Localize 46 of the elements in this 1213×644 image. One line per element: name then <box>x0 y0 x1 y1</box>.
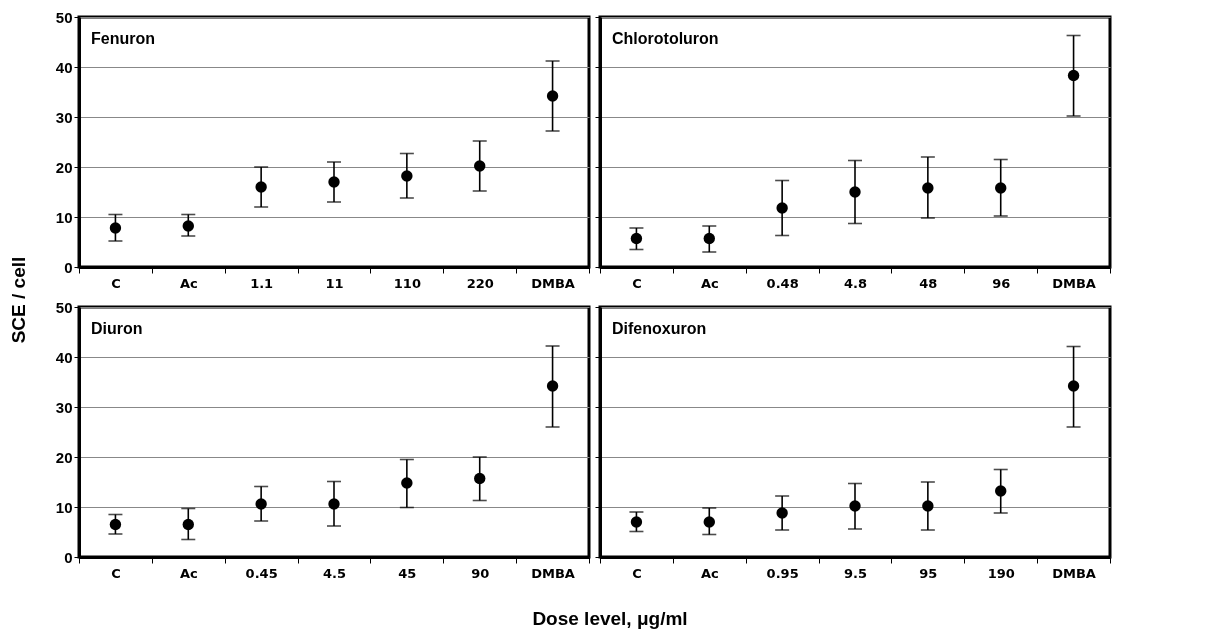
x-tick-label: 9.5 <box>843 565 868 581</box>
y-axis-title: SCE / cell <box>8 256 30 344</box>
y-tick-label: 40 <box>55 348 73 366</box>
x-tick-label: 0.45 <box>245 565 278 581</box>
x-tick-label: DMBA <box>1052 275 1096 291</box>
y-tick-label: 10 <box>55 208 73 226</box>
text: Diuron <box>91 320 143 337</box>
x-tick-label: 90 <box>471 565 490 581</box>
y-tick-label: 40 <box>55 58 73 76</box>
text: Difenoxuron <box>612 320 707 337</box>
y-tick-label: 50 <box>55 8 73 26</box>
x-tick-label: Ac <box>700 275 719 291</box>
x-tick-label: 96 <box>992 275 1011 291</box>
x-tick-label: 48 <box>919 275 938 291</box>
y-tick-label: 20 <box>55 158 73 176</box>
x-tick-label: 4.5 <box>322 565 347 581</box>
x-tick-label: DMBA <box>531 275 575 291</box>
text: Chlorotoluron <box>612 30 719 47</box>
y-tick-label: 0 <box>64 548 73 566</box>
x-tick-label: Ac <box>700 565 719 581</box>
x-tick-label: Ac <box>179 275 198 291</box>
y-tick-label: 20 <box>55 448 73 466</box>
x-tick-label: 95 <box>919 565 938 581</box>
x-tick-label: 220 <box>466 275 494 291</box>
x-tick-label: C <box>111 275 121 291</box>
x-tick-label: C <box>632 275 642 291</box>
x-tick-label: DMBA <box>1052 565 1096 581</box>
x-tick-label: DMBA <box>531 565 575 581</box>
x-tick-label: 1.1 <box>250 275 274 291</box>
y-tick-label: 30 <box>55 398 73 416</box>
text: Fenuron <box>91 30 155 47</box>
x-tick-label: 45 <box>398 565 417 581</box>
x-tick-label: 110 <box>393 275 421 291</box>
x-tick-label: 4.8 <box>843 275 868 291</box>
x-tick-label: C <box>632 565 642 581</box>
x-tick-label: Ac <box>179 565 198 581</box>
x-tick-label: 190 <box>987 565 1015 581</box>
y-tick-label: 0 <box>64 258 73 276</box>
x-tick-label: C <box>111 565 121 581</box>
y-tick-label: 10 <box>55 498 73 516</box>
x-tick-label: 11 <box>325 275 344 291</box>
y-tick-label: 30 <box>55 108 73 126</box>
x-tick-label: 0.95 <box>766 565 799 581</box>
y-tick-label: 50 <box>55 298 73 316</box>
x-tick-label: 0.48 <box>766 275 799 291</box>
x-axis-title: Dose level, μg/ml <box>531 608 689 630</box>
